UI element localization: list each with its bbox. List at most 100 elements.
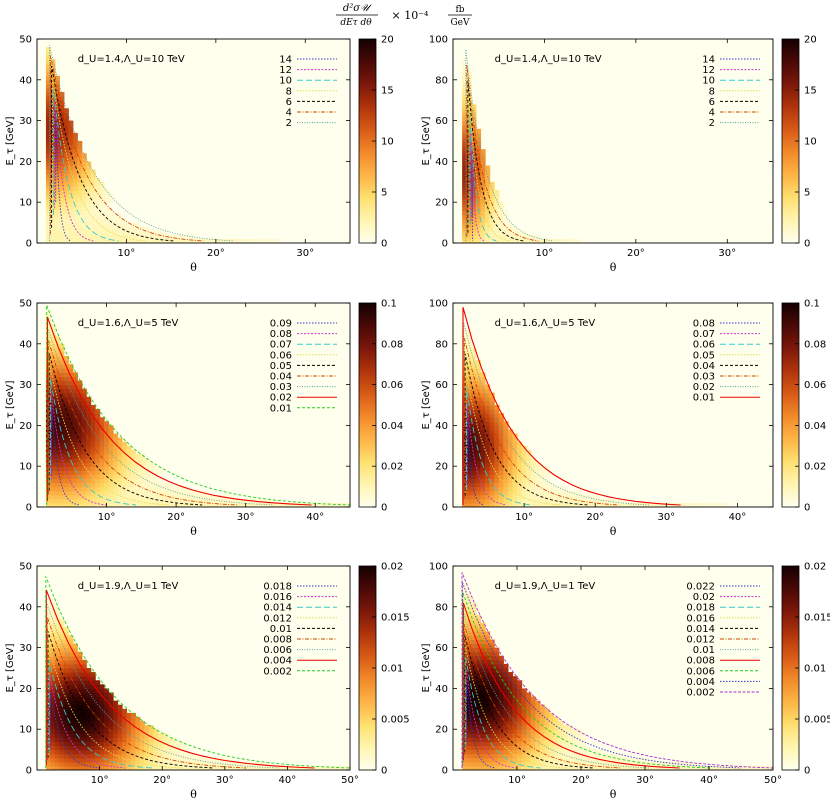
- heatmap-cell: [498, 466, 504, 471]
- heatmap-cell: [466, 490, 472, 496]
- heatmap-cell: [475, 729, 482, 734]
- heatmap-cell: [45, 181, 52, 187]
- heatmap-cell: [144, 490, 150, 496]
- contour-0.05: [48, 352, 203, 506]
- heatmap-cell: [59, 384, 65, 390]
- heatmap-cell: [95, 458, 101, 463]
- heatmap-cell: [526, 474, 532, 480]
- heatmap-cell: [571, 733, 578, 738]
- heatmap-cell: [485, 214, 491, 220]
- heatmap-cell: [462, 331, 468, 337]
- heatmap-cell: [503, 425, 509, 431]
- heatmap-cell: [54, 737, 60, 743]
- heatmap-cell: [90, 202, 96, 207]
- heatmap-cell: [121, 745, 128, 751]
- heatmap-cell: [197, 498, 204, 504]
- heatmap-cell: [466, 413, 472, 418]
- heatmap-cell: [153, 745, 159, 751]
- heatmap-cell: [494, 684, 500, 689]
- heatmap-cell: [485, 725, 491, 730]
- heatmap-cell: [471, 177, 477, 183]
- heatmap-cell: [72, 222, 78, 228]
- heatmap-cell: [117, 458, 123, 463]
- heatmap-cell: [462, 433, 468, 439]
- heatmap-cell: [86, 417, 92, 422]
- heatmap-cell: [539, 725, 546, 730]
- heatmap-cell: [90, 230, 96, 236]
- heatmap-cell: [189, 234, 195, 240]
- heatmap-cell: [471, 466, 477, 471]
- heatmap-cell: [507, 222, 514, 228]
- heatmap-cell: [521, 490, 527, 496]
- heatmap-cell: [72, 384, 78, 390]
- heatmap-cell: [90, 692, 96, 698]
- heatmap-cell: [59, 425, 65, 431]
- heatmap-cell: [104, 757, 110, 763]
- x-tick-label: 30°: [718, 248, 736, 259]
- heatmap-cell: [521, 498, 527, 504]
- heatmap-cell: [558, 725, 564, 730]
- heatmap-cell: [549, 753, 555, 759]
- heatmap-cell: [471, 238, 477, 243]
- legend-label: 8: [709, 86, 715, 97]
- legend-label: 4: [286, 108, 292, 119]
- heatmap-cell: [63, 474, 69, 480]
- heatmap-cell: [475, 696, 482, 702]
- heatmap-cell: [462, 132, 468, 138]
- heatmap-cell: [50, 765, 56, 770]
- heatmap-cell: [59, 623, 65, 628]
- heatmap-cell: [517, 466, 523, 471]
- heatmap-cell: [184, 757, 190, 763]
- heatmap-cell: [466, 409, 472, 414]
- heatmap-cell: [466, 647, 472, 653]
- heatmap-cell: [480, 384, 486, 390]
- title-unit-numerator: fb: [455, 5, 464, 15]
- heatmap-cell: [526, 234, 532, 240]
- heatmap-cell: [95, 765, 101, 770]
- y-tick-label: 10: [19, 198, 32, 209]
- heatmap-cell: [530, 729, 536, 734]
- heatmap-cell: [77, 725, 83, 730]
- heatmap-cell: [117, 234, 123, 240]
- heatmap-cell: [686, 765, 692, 770]
- heatmap-cell: [466, 181, 472, 187]
- heatmap-cell: [45, 688, 52, 694]
- heatmap-cell: [144, 230, 150, 236]
- heatmap-cell: [576, 490, 582, 496]
- heatmap-cell: [535, 498, 541, 504]
- heatmap-cell: [45, 356, 52, 361]
- heatmap-cell: [466, 716, 472, 722]
- heatmap-cell: [59, 704, 65, 710]
- heatmap-cell: [68, 238, 74, 243]
- heatmap-cell: [233, 765, 239, 770]
- heatmap-cell: [139, 230, 145, 236]
- heatmap-cell: [507, 696, 514, 702]
- heatmap-cell: [485, 721, 491, 726]
- heatmap-cell: [54, 405, 60, 410]
- heatmap-cell: [63, 502, 69, 507]
- heatmap-cell: [45, 75, 52, 81]
- heatmap-cell: [121, 741, 128, 747]
- heatmap-cell: [494, 659, 500, 665]
- heatmap-cell: [50, 458, 56, 463]
- heatmap-cell: [45, 614, 52, 620]
- heatmap-cell: [462, 238, 468, 243]
- heatmap-cell: [475, 425, 482, 431]
- heatmap-cell: [121, 721, 128, 726]
- heatmap-cell: [63, 124, 69, 130]
- heatmap-cell: [535, 490, 541, 496]
- heatmap-cell: [507, 716, 514, 722]
- heatmap-cell: [672, 761, 678, 767]
- heatmap-cell: [517, 749, 523, 755]
- heatmap-cell: [99, 696, 105, 702]
- heatmap-cell: [130, 737, 136, 743]
- heatmap-cell: [54, 651, 60, 657]
- heatmap-cell: [72, 214, 78, 220]
- heatmap-cell: [81, 222, 87, 228]
- heatmap-cell: [475, 458, 482, 463]
- heatmap-cell: [282, 502, 288, 507]
- legend-label: 0.018: [686, 603, 715, 614]
- heatmap-cell: [63, 684, 69, 689]
- heatmap-cell: [54, 458, 60, 463]
- colorbar-tick-label: 0.005: [804, 715, 830, 726]
